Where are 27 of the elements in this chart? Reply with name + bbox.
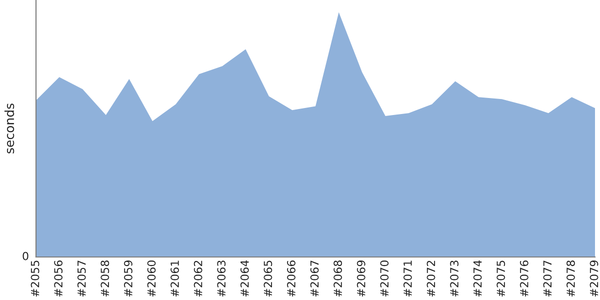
x-tick-label: #2059 (124, 260, 132, 297)
x-tick-label: #2057 (77, 260, 86, 297)
x-tick-label: #2074 (473, 260, 482, 297)
x-tick-label: #2064 (240, 260, 249, 297)
x-tick-label: #2076 (520, 260, 528, 297)
x-tick-label: #2067 (310, 260, 319, 297)
x-tick-label: #2066 (287, 260, 296, 297)
x-tick-label: #2055 (30, 260, 40, 297)
y-axis-title: seconds (4, 104, 14, 154)
x-tick-label: #2077 (543, 260, 552, 297)
x-tick-label: #2063 (217, 260, 226, 297)
x-tick-label: #2079 (590, 260, 598, 297)
x-tick-label: #2071 (403, 260, 412, 297)
x-tick-label: #2056 (54, 260, 63, 297)
x-tick-label: #2068 (334, 260, 342, 297)
text: 0 (22, 252, 28, 260)
x-tick-label: #2075 (496, 260, 506, 297)
x-tick-label: #2072 (426, 260, 436, 297)
x-tick-label: #2061 (170, 260, 179, 297)
x-tick-label: #2078 (566, 260, 575, 297)
x-tick-label: #2069 (356, 260, 366, 297)
x-tick-label: #2065 (264, 260, 272, 297)
x-tick-label: #2060 (147, 260, 156, 297)
x-tick-label: #2070 (380, 260, 389, 297)
x-tick-label: #2073 (450, 260, 458, 297)
x-tick-label: #2062 (194, 260, 202, 297)
x-tick-label: #2058 (100, 260, 110, 297)
